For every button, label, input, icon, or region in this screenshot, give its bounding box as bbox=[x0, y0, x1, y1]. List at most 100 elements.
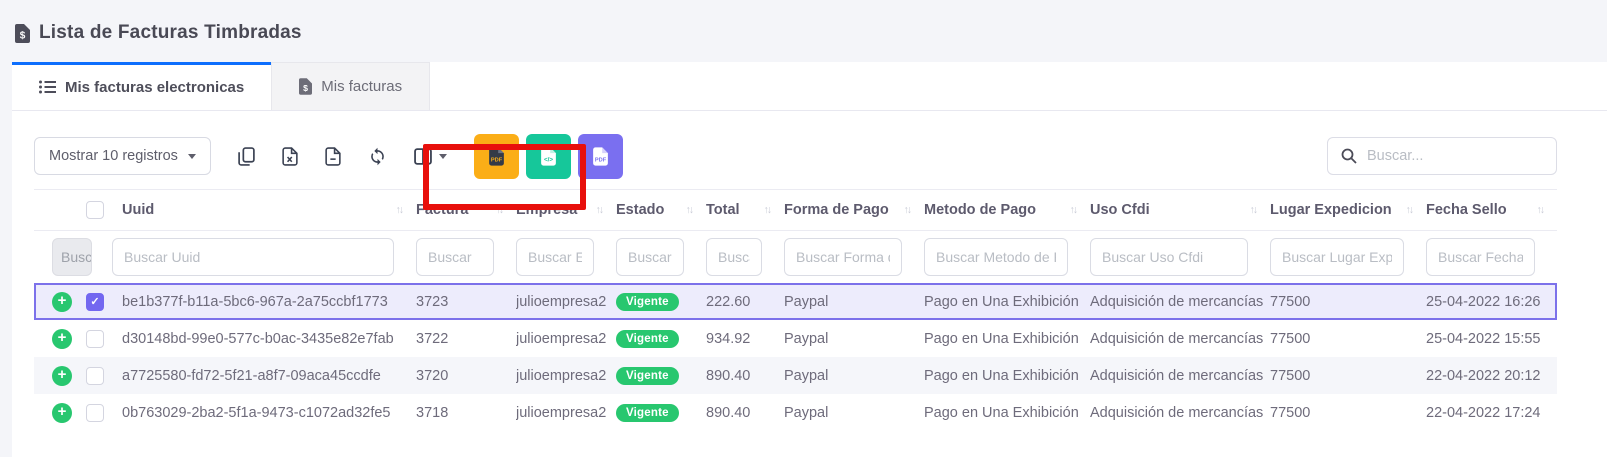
table-row[interactable]: a7725580-fd72-5f21-a8f7-09aca45ccdfe 372… bbox=[34, 357, 1557, 394]
filter-estado-input[interactable] bbox=[616, 238, 684, 276]
cell-fecha-sello: 22-04-2022 20:12 bbox=[1426, 367, 1541, 384]
sort-icon[interactable] bbox=[900, 204, 911, 216]
table-header-row: Uuid Factura Empresa Estado Total Forma … bbox=[34, 189, 1557, 231]
select-all-checkbox[interactable] bbox=[86, 201, 104, 219]
tab-mis-facturas[interactable]: $ Mis facturas bbox=[271, 62, 431, 110]
chevron-down-icon bbox=[187, 153, 196, 159]
xml-export-button[interactable]: </> bbox=[525, 133, 571, 179]
show-records-dropdown[interactable]: Mostrar 10 registros bbox=[34, 137, 211, 175]
tabs-bar: Mis facturas electronicas $ Mis facturas bbox=[12, 62, 1607, 111]
global-search bbox=[1327, 137, 1557, 175]
cell-empresa: julioempresa2 bbox=[516, 293, 607, 310]
row-checkbox[interactable] bbox=[86, 403, 104, 422]
chevron-down-icon bbox=[438, 153, 447, 159]
cell-uso-cfdi: Adquisición de mercancías bbox=[1090, 330, 1264, 347]
cell-lugar-expedicion: 77500 bbox=[1270, 330, 1311, 347]
expand-row-button[interactable] bbox=[52, 291, 72, 312]
pdf-export-button[interactable]: PDF bbox=[473, 133, 519, 179]
status-badge: Vigente bbox=[616, 292, 679, 311]
sort-icon[interactable] bbox=[1533, 204, 1544, 216]
filter-uso-cfdi-input[interactable] bbox=[1090, 238, 1248, 276]
column-header-factura[interactable]: Factura bbox=[416, 202, 516, 218]
cell-factura: 3718 bbox=[416, 404, 449, 421]
column-header-forma-de-pago[interactable]: Forma de Pago bbox=[784, 202, 924, 218]
cell-metodo-de-pago: Pago en Una Exhibición bbox=[924, 367, 1079, 384]
cell-fecha-sello: 22-04-2022 17:24 bbox=[1426, 404, 1541, 421]
tab-mis-facturas-electronicas[interactable]: Mis facturas electronicas bbox=[12, 62, 272, 110]
svg-text:PDF: PDF bbox=[595, 157, 607, 163]
list-icon bbox=[39, 80, 56, 94]
filter-uuid-input[interactable] bbox=[112, 238, 394, 276]
filter-total-input[interactable] bbox=[706, 238, 762, 276]
column-header-uso-cfdi[interactable]: Uso Cfdi bbox=[1090, 202, 1270, 218]
filter-empresa-input[interactable] bbox=[516, 238, 594, 276]
filter-forma-de-pago-input[interactable] bbox=[784, 238, 902, 276]
export-button-group: PDF </> PDF bbox=[473, 133, 623, 179]
row-checkbox[interactable] bbox=[86, 329, 104, 348]
expand-row-button[interactable] bbox=[52, 365, 72, 386]
cell-metodo-de-pago: Pago en Una Exhibición bbox=[924, 293, 1079, 310]
cell-forma-de-pago: Paypal bbox=[784, 330, 829, 347]
cell-lugar-expedicion: 77500 bbox=[1270, 367, 1311, 384]
pdf-alt-export-button[interactable]: PDF bbox=[577, 133, 623, 179]
cell-metodo-de-pago: Pago en Una Exhibición bbox=[924, 404, 1079, 421]
sort-icon[interactable] bbox=[392, 204, 403, 216]
filter-metodo-de-pago-input[interactable] bbox=[924, 238, 1068, 276]
column-header-total[interactable]: Total bbox=[706, 202, 784, 218]
sort-icon[interactable] bbox=[760, 204, 771, 216]
sort-icon[interactable] bbox=[492, 204, 503, 216]
cell-uso-cfdi: Adquisición de mercancías bbox=[1090, 293, 1264, 310]
cell-uuid: be1b377f-b11a-5bc6-967a-2a75ccbf1773 bbox=[122, 293, 388, 310]
svg-text:$: $ bbox=[303, 83, 308, 93]
status-badge: Vigente bbox=[616, 329, 679, 348]
cell-total: 890.40 bbox=[706, 404, 751, 421]
svg-text:$: $ bbox=[20, 30, 26, 41]
column-header-empresa[interactable]: Empresa bbox=[516, 202, 616, 218]
show-records-label: Mostrar 10 registros bbox=[49, 148, 178, 164]
table-row[interactable]: d30148bd-99e0-577c-b0ac-3435e82e7fab 372… bbox=[34, 320, 1557, 357]
cell-uso-cfdi: Adquisición de mercancías bbox=[1090, 404, 1264, 421]
content-card: Mis facturas electronicas $ Mis facturas… bbox=[12, 62, 1607, 457]
status-badge: Vigente bbox=[616, 403, 679, 422]
search-input[interactable] bbox=[1367, 148, 1543, 164]
column-header-estado[interactable]: Estado bbox=[616, 202, 706, 218]
column-label: Metodo de Pago bbox=[924, 202, 1036, 218]
sort-icon[interactable] bbox=[1066, 204, 1077, 216]
sort-icon[interactable] bbox=[1402, 204, 1413, 216]
table-toolbar: Mostrar 10 registros bbox=[34, 133, 1557, 179]
page-header: $ Lista de Facturas Timbradas bbox=[0, 0, 1607, 62]
table-filter-row: Buscar bbox=[34, 231, 1557, 283]
cell-forma-de-pago: Paypal bbox=[784, 367, 829, 384]
column-label: Uuid bbox=[122, 202, 155, 218]
row-checkbox[interactable] bbox=[86, 366, 104, 385]
cell-total: 890.40 bbox=[706, 367, 751, 384]
column-header-lugar-expedicion[interactable]: Lugar Expedicion bbox=[1270, 202, 1426, 218]
excel-export-button[interactable] bbox=[282, 146, 298, 166]
page-title: Lista de Facturas Timbradas bbox=[39, 22, 302, 43]
column-header-fecha-sello[interactable]: Fecha Sello bbox=[1426, 202, 1557, 218]
cell-total: 934.92 bbox=[706, 330, 751, 347]
sort-icon[interactable] bbox=[1246, 204, 1257, 216]
table-row[interactable]: be1b377f-b11a-5bc6-967a-2a75ccbf1773 372… bbox=[34, 283, 1557, 320]
copy-button[interactable] bbox=[238, 146, 255, 166]
filter-fecha-sello-input[interactable] bbox=[1426, 238, 1535, 276]
cell-forma-de-pago: Paypal bbox=[784, 293, 829, 310]
sort-icon[interactable] bbox=[682, 204, 693, 216]
column-header-uuid[interactable]: Uuid bbox=[112, 202, 416, 218]
row-checkbox[interactable] bbox=[86, 292, 104, 311]
cell-lugar-expedicion: 77500 bbox=[1270, 404, 1311, 421]
column-label: Total bbox=[706, 202, 740, 218]
search-icon bbox=[1341, 148, 1357, 164]
document-export-button[interactable] bbox=[325, 146, 341, 166]
refresh-button[interactable] bbox=[368, 147, 387, 166]
table-row[interactable]: 0b763029-2ba2-5f1a-9473-c1072ad32fe5 371… bbox=[34, 394, 1557, 431]
column-header-metodo-de-pago[interactable]: Metodo de Pago bbox=[924, 202, 1090, 218]
expand-row-button[interactable] bbox=[52, 402, 72, 423]
sort-icon[interactable] bbox=[592, 204, 603, 216]
cell-empresa: julioempresa2 bbox=[516, 367, 607, 384]
column-label: Estado bbox=[616, 202, 665, 218]
filter-factura-input[interactable] bbox=[416, 238, 494, 276]
expand-row-button[interactable] bbox=[52, 328, 72, 349]
filter-lugar-expedicion-input[interactable] bbox=[1270, 238, 1404, 276]
column-visibility-button[interactable] bbox=[414, 147, 447, 165]
